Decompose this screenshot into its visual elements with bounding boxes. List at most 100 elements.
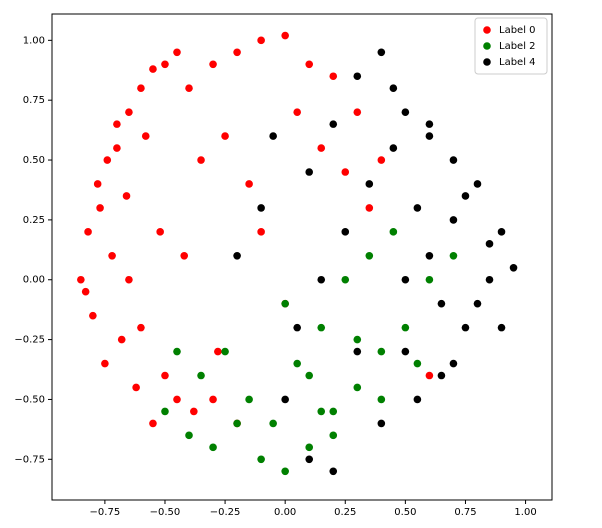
x-tick-label: −0.25 bbox=[210, 507, 241, 518]
x-tick-label: 0.00 bbox=[274, 507, 296, 518]
point bbox=[437, 299, 446, 308]
point bbox=[221, 132, 229, 140]
point bbox=[461, 192, 470, 200]
point bbox=[401, 347, 410, 356]
point bbox=[341, 168, 350, 176]
point bbox=[173, 48, 181, 57]
point bbox=[197, 371, 205, 380]
point bbox=[89, 311, 97, 320]
point bbox=[305, 455, 314, 464]
point bbox=[101, 359, 109, 368]
point bbox=[365, 252, 374, 260]
point bbox=[413, 395, 422, 404]
point bbox=[293, 359, 301, 368]
point bbox=[413, 359, 422, 368]
point bbox=[449, 216, 458, 224]
point bbox=[353, 335, 362, 344]
point bbox=[113, 144, 121, 152]
point bbox=[269, 419, 277, 428]
point bbox=[257, 204, 265, 212]
point bbox=[209, 395, 217, 404]
y-tick-label: 0.75 bbox=[23, 95, 45, 106]
y-tick-label: 1.00 bbox=[23, 35, 45, 46]
point bbox=[377, 419, 386, 428]
legend-marker bbox=[483, 58, 491, 66]
point bbox=[125, 275, 133, 284]
point bbox=[137, 84, 145, 93]
point bbox=[180, 252, 189, 260]
point bbox=[257, 228, 265, 236]
point bbox=[84, 228, 92, 236]
point bbox=[197, 156, 205, 164]
point bbox=[317, 275, 326, 284]
point bbox=[473, 299, 482, 308]
point bbox=[233, 252, 241, 260]
point bbox=[156, 228, 164, 236]
x-tick-label: 0.25 bbox=[334, 507, 356, 518]
point bbox=[103, 156, 112, 164]
point bbox=[317, 407, 326, 416]
point bbox=[190, 407, 198, 416]
point bbox=[269, 132, 277, 140]
point bbox=[413, 204, 422, 212]
point bbox=[341, 228, 350, 236]
point bbox=[281, 31, 289, 40]
point bbox=[389, 228, 398, 236]
axes-frame bbox=[51, 13, 553, 501]
point bbox=[329, 407, 338, 416]
point bbox=[425, 371, 434, 380]
point bbox=[122, 192, 131, 200]
legend-label: Label 4 bbox=[499, 57, 536, 68]
point bbox=[233, 419, 241, 428]
point bbox=[401, 108, 410, 116]
y-tick-label: 0.25 bbox=[23, 215, 45, 226]
point bbox=[485, 240, 494, 248]
point bbox=[329, 431, 338, 440]
point bbox=[365, 180, 374, 188]
point bbox=[161, 371, 169, 380]
point bbox=[281, 299, 289, 308]
point bbox=[437, 371, 446, 380]
point bbox=[425, 132, 434, 140]
y-tick-label: −0.50 bbox=[14, 394, 45, 405]
point bbox=[257, 455, 265, 464]
point bbox=[305, 60, 314, 69]
legend-label: Label 2 bbox=[499, 41, 536, 52]
point bbox=[221, 347, 229, 356]
point bbox=[461, 323, 470, 332]
point bbox=[329, 72, 338, 81]
point bbox=[281, 467, 289, 476]
point bbox=[305, 443, 314, 452]
legend-box bbox=[474, 17, 548, 75]
x-tick-label: −0.50 bbox=[150, 507, 181, 518]
point bbox=[209, 60, 217, 69]
point bbox=[293, 323, 301, 332]
point bbox=[329, 467, 338, 476]
point bbox=[389, 84, 398, 93]
point bbox=[161, 407, 169, 416]
point bbox=[341, 275, 350, 284]
point bbox=[497, 323, 506, 332]
point bbox=[173, 347, 181, 356]
point bbox=[173, 395, 181, 404]
point bbox=[365, 204, 374, 212]
point bbox=[233, 48, 241, 57]
point bbox=[81, 287, 90, 296]
point bbox=[281, 395, 289, 404]
point bbox=[96, 204, 104, 212]
y-tick-label: −0.75 bbox=[14, 454, 45, 465]
point bbox=[77, 275, 85, 284]
point bbox=[377, 48, 386, 57]
point bbox=[449, 156, 458, 164]
point bbox=[137, 323, 145, 332]
point bbox=[485, 275, 494, 284]
point bbox=[185, 84, 193, 93]
point bbox=[161, 60, 169, 69]
point bbox=[509, 263, 518, 272]
point bbox=[473, 180, 482, 188]
point bbox=[317, 323, 326, 332]
x-tick-label: 0.75 bbox=[454, 507, 476, 518]
point bbox=[401, 323, 410, 332]
